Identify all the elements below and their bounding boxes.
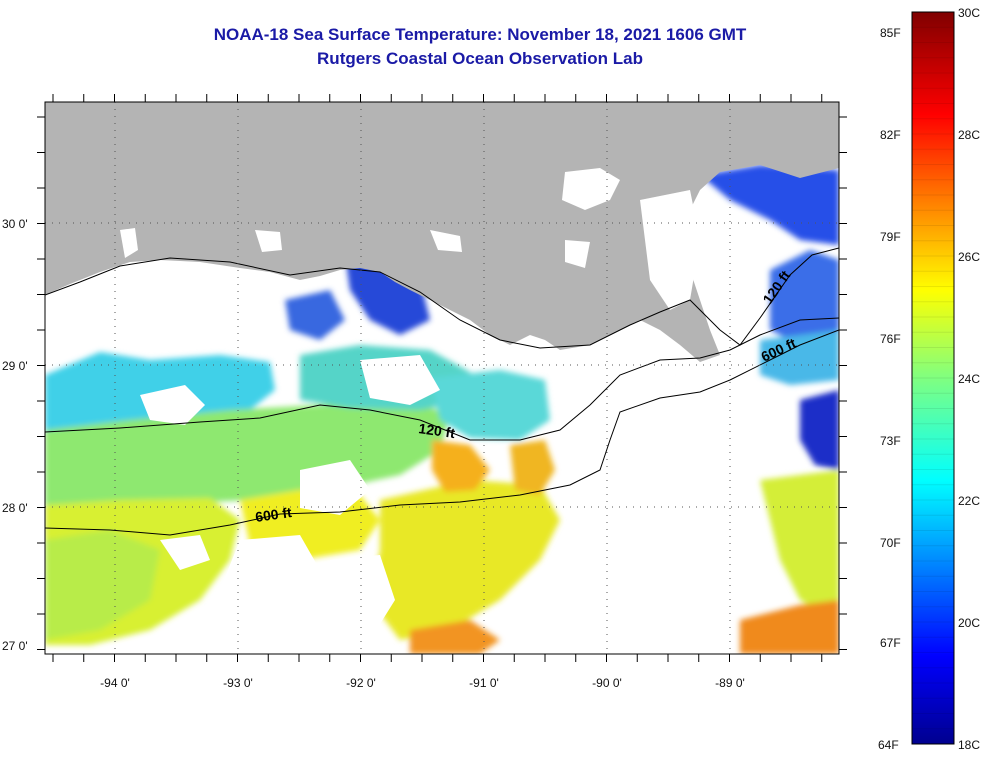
cbar-c-24: 24C — [958, 372, 980, 386]
cloud-hole-2 — [360, 355, 440, 405]
cbar-c-28: 28C — [958, 128, 980, 142]
cbar-f-64: 64F — [878, 738, 899, 752]
isobaths — [45, 247, 839, 536]
lat-label-28: 28 0' — [2, 501, 28, 515]
cbar-c-20: 20C — [958, 616, 980, 630]
map-subtitle: Rutgers Coastal Ocean Observation Lab — [317, 49, 643, 68]
isobath-600ft — [45, 329, 839, 536]
isobath-label-600ft: 600 ft — [254, 504, 293, 525]
map-area — [45, 102, 839, 654]
cloud-hole-5 — [160, 535, 210, 570]
cloud-hole-4 — [300, 460, 370, 515]
ticks — [37, 94, 847, 662]
cbar-c-18: 18C — [958, 738, 980, 752]
cloud-hole-1 — [140, 385, 205, 425]
lake-calcasieu — [255, 230, 282, 252]
lake-marsh-2 — [565, 240, 590, 268]
sst-patch-yellow-south-central — [370, 480, 560, 640]
colorbar-celsius-labels: 30C 28C 26C 24C 22C 20C 18C — [958, 6, 980, 752]
lon-label-92: -92 0' — [346, 676, 376, 690]
map-frame — [44, 101, 840, 655]
sst-patch-southeast-yellow — [760, 470, 839, 620]
cbar-f-67: 67F — [880, 636, 901, 650]
cloud-hole-3 — [220, 535, 320, 650]
cloud-holes — [140, 355, 440, 650]
colorbar-frame — [911, 11, 955, 745]
cbar-f-82: 82F — [880, 128, 901, 142]
sst-patch-orange-warm — [432, 440, 490, 492]
lon-label-94: -94 0' — [100, 676, 130, 690]
cbar-f-85: 85F — [880, 26, 901, 40]
colorbar — [911, 11, 955, 745]
cbar-f-73: 73F — [880, 434, 901, 448]
cbar-c-26: 26C — [958, 250, 980, 264]
lat-label-30: 30 0' — [2, 217, 28, 231]
sst-patch-coast-blue-west — [285, 290, 345, 340]
colorbar-gradient — [912, 12, 954, 744]
lake-west — [120, 228, 138, 258]
sst-patch-southeast-orange — [740, 600, 839, 654]
isobath-120ft-offshore — [45, 317, 839, 441]
cbar-c-30: 30C — [958, 6, 980, 20]
isobath-120ft — [45, 247, 839, 349]
sst-patch-delta-cyan — [430, 370, 550, 440]
colorbar-bands — [912, 26, 954, 730]
lake-pontchartrain — [562, 168, 620, 210]
isobath-label-120ft: 120 ft — [418, 420, 457, 441]
sst-patch-orange-east — [510, 440, 555, 495]
map-title: NOAA-18 Sea Surface Temperature: Novembe… — [213, 25, 747, 44]
lat-label-29: 29 0' — [2, 359, 28, 373]
graticule — [45, 102, 839, 654]
lat-label-27: 27 0' — [2, 639, 28, 653]
sst-patch-east-blue-shelf — [770, 250, 839, 345]
cbar-f-70: 70F — [880, 536, 901, 550]
lon-label-89: -89 0' — [715, 676, 745, 690]
lake-grand — [430, 230, 462, 252]
sst-patch-south-orange — [410, 620, 500, 654]
sst-patch-east-blue — [700, 165, 839, 245]
land-louisiana-coast — [45, 102, 839, 362]
sst-patch-east-cyan-shelf — [760, 330, 839, 385]
lon-label-91: -91 0' — [469, 676, 499, 690]
sst-patch-south-yellow-lightgreen — [45, 530, 160, 640]
cbar-f-76: 76F — [880, 332, 901, 346]
sst-patch-east-darkblue — [800, 390, 839, 470]
lon-label-90: -90 0' — [592, 676, 622, 690]
cbar-c-22: 22C — [958, 494, 980, 508]
lon-label-93: -93 0' — [223, 676, 253, 690]
cbar-f-79: 79F — [880, 230, 901, 244]
cloud-hole-6 — [330, 555, 395, 640]
colorbar-fahrenheit-labels: 85F 82F 79F 76F 73F 70F 67F 64F — [878, 26, 901, 752]
lake-marsh — [640, 190, 700, 310]
